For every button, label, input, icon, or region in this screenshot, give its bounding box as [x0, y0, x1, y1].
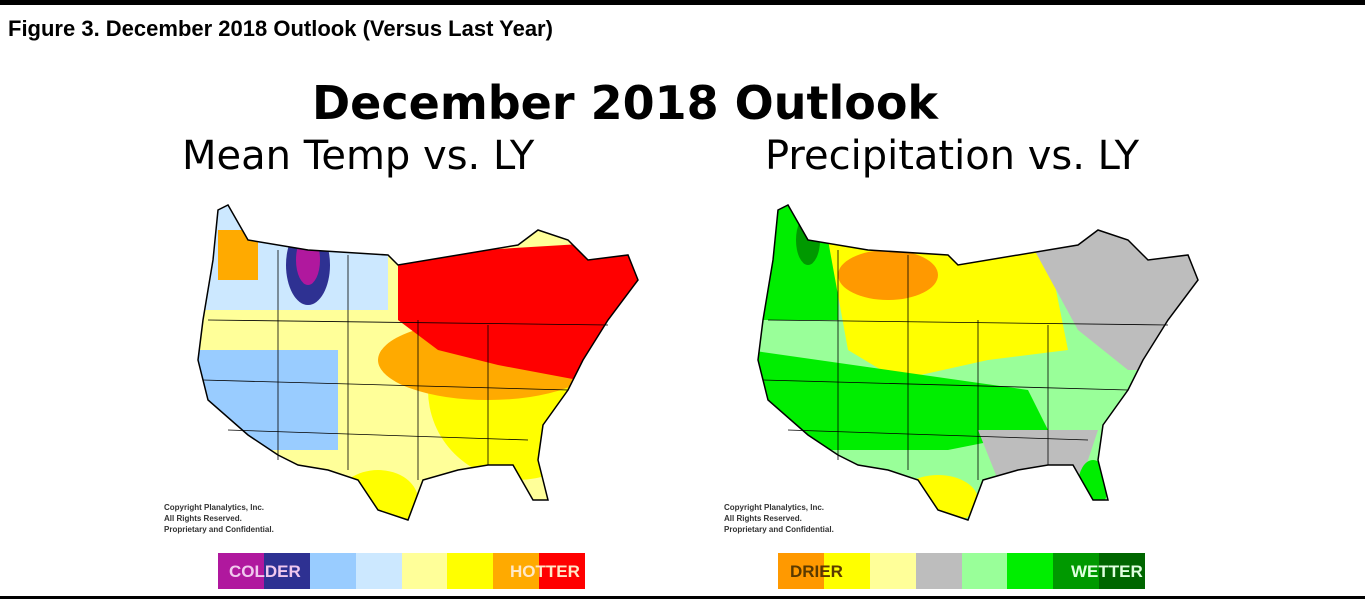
copyright-line: Proprietary and Confidential.	[724, 525, 834, 534]
precipitation-map	[757, 204, 1199, 521]
legend-high-label: HOTTER	[510, 562, 580, 581]
legend-swatch	[355, 553, 402, 589]
legend-swatch	[218, 553, 264, 589]
legend-swatch	[1007, 553, 1054, 589]
legend-swatch	[539, 553, 585, 589]
precip-subtitle: Precipitation vs. LY	[765, 133, 1140, 179]
legend-swatch	[869, 553, 916, 589]
temp-subtitle: Mean Temp vs. LY	[182, 133, 535, 179]
temperature-map	[197, 204, 639, 521]
legend-swatch	[915, 553, 962, 589]
temp-legend	[218, 553, 585, 589]
legend-swatch	[401, 553, 448, 589]
precip-legend	[778, 553, 1145, 589]
legend-swatch	[447, 553, 494, 589]
legend-swatch	[493, 553, 540, 589]
legend-high-label: WETTER	[1071, 562, 1143, 581]
legend-low-label: DRIER	[790, 562, 843, 581]
chart-title: December 2018 Outlook	[311, 76, 939, 130]
figure-caption: Figure 3. December 2018 Outlook (Versus …	[8, 16, 553, 41]
legend-swatch	[1053, 553, 1100, 589]
bottom-rule	[0, 596, 1365, 599]
legend-swatch	[263, 553, 310, 589]
copyright-line: All Rights Reserved.	[164, 514, 242, 523]
legend-swatch	[823, 553, 870, 589]
legend-swatch	[778, 553, 824, 589]
legend-swatch	[309, 553, 356, 589]
temp-copyright: Copyright Planalytics, Inc. All Rights R…	[164, 502, 274, 535]
copyright-line: Proprietary and Confidential.	[164, 525, 274, 534]
legend-low-label: COLDER	[229, 562, 301, 581]
copyright-line: All Rights Reserved.	[724, 514, 802, 523]
copyright-line: Copyright Planalytics, Inc.	[164, 503, 265, 512]
top-rule	[0, 0, 1365, 5]
legend-swatch	[1099, 553, 1145, 589]
copyright-line: Copyright Planalytics, Inc.	[724, 503, 825, 512]
legend-swatch	[961, 553, 1008, 589]
precip-copyright: Copyright Planalytics, Inc. All Rights R…	[724, 502, 834, 535]
